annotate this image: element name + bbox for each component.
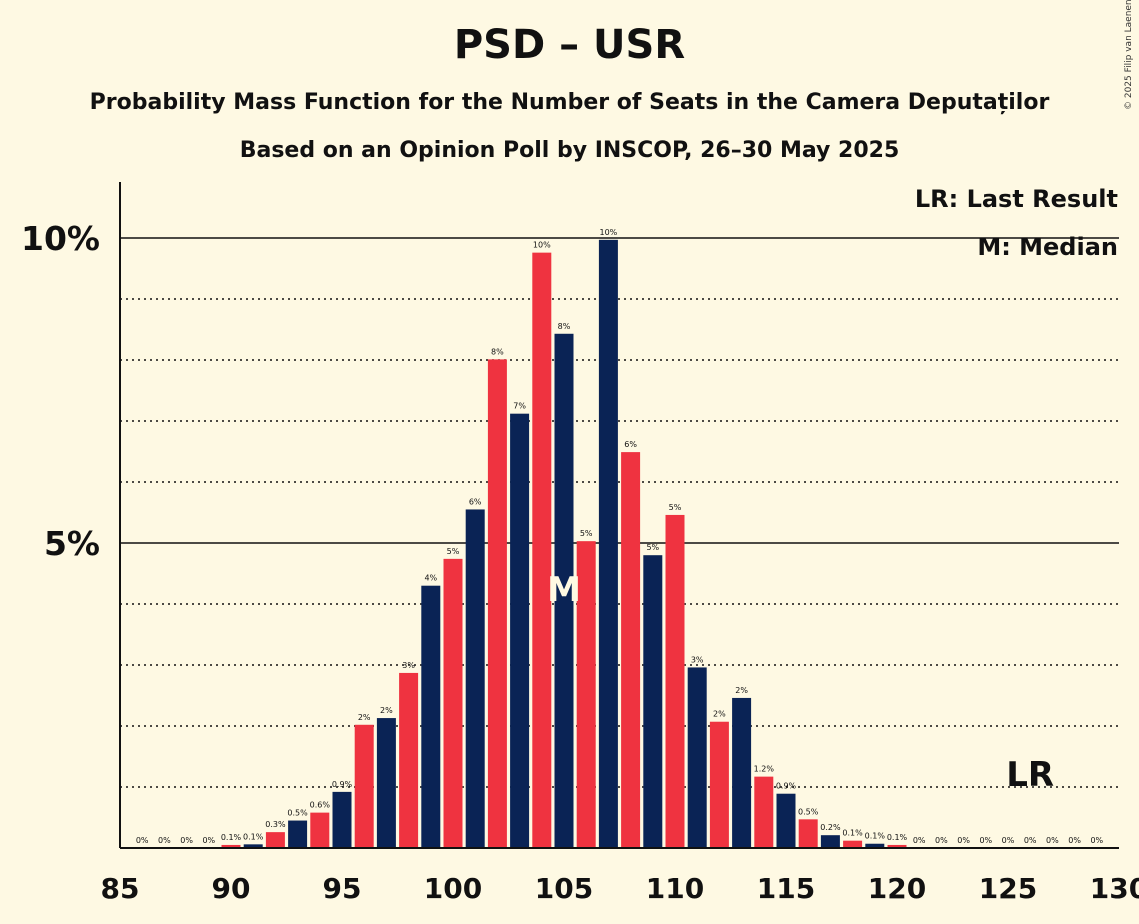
bar-label-109: 5% — [646, 543, 659, 552]
y-tick-label: 10% — [21, 219, 100, 258]
bar-119 — [865, 843, 885, 848]
x-tick-label: 130 — [1090, 872, 1139, 905]
bar-115 — [776, 793, 796, 848]
bar-label-127: 0% — [1046, 836, 1059, 845]
bar-94 — [310, 812, 330, 848]
bar-117 — [820, 835, 840, 848]
bar-90 — [221, 844, 241, 848]
bar-108 — [621, 452, 641, 848]
bar-label-119: 0.1% — [865, 832, 886, 841]
bar-112 — [709, 721, 729, 848]
bar-label-111: 3% — [691, 655, 704, 664]
bar-label-96: 2% — [358, 713, 371, 722]
bar-label-128: 0% — [1068, 836, 1081, 845]
x-tick-label: 115 — [757, 872, 815, 905]
bar-114 — [754, 776, 774, 848]
bar-120 — [887, 844, 907, 848]
x-tick-label: 110 — [646, 872, 704, 905]
bar-label-93: 0.5% — [287, 809, 308, 818]
bar-label-108: 6% — [624, 440, 637, 449]
bar-label-101: 6% — [469, 497, 482, 506]
bar-label-102: 8% — [491, 347, 504, 356]
chart-subtitle: Probability Mass Function for the Number… — [89, 90, 1050, 115]
bar-label-118: 0.1% — [842, 829, 863, 838]
bar-91 — [243, 844, 263, 848]
bar-label-123: 0% — [957, 836, 970, 845]
bar-label-129: 0% — [1090, 836, 1103, 845]
chart-title: PSD – USR — [453, 22, 686, 68]
last-result-marker: LR — [1006, 755, 1054, 795]
bar-label-117: 0.2% — [820, 823, 841, 832]
bar-label-88: 0% — [180, 836, 193, 845]
bar-label-124: 0% — [979, 836, 992, 845]
bar-label-97: 2% — [380, 706, 393, 715]
bar-label-113: 2% — [735, 686, 748, 695]
bar-116 — [798, 819, 818, 848]
bar-95 — [332, 791, 352, 848]
bar-99 — [421, 585, 441, 848]
bar-label-121: 0% — [913, 836, 926, 845]
x-tick-label: 125 — [979, 872, 1037, 905]
bar-113 — [732, 697, 752, 848]
bar-label-99: 4% — [424, 574, 437, 583]
x-tick-label: 100 — [424, 872, 482, 905]
bar-118 — [843, 840, 863, 848]
bar-109 — [643, 555, 663, 848]
bar-101 — [465, 509, 485, 848]
bar-102 — [487, 359, 507, 848]
bar-96 — [354, 724, 374, 848]
x-tick-label: 85 — [101, 872, 140, 905]
bar-label-125: 0% — [1002, 836, 1015, 845]
bar-label-87: 0% — [158, 836, 171, 845]
x-tick-label: 90 — [212, 872, 251, 905]
bar-100 — [443, 558, 463, 848]
bar-label-104: 10% — [533, 241, 551, 250]
bar-label-106: 5% — [580, 529, 593, 538]
bar-98 — [399, 672, 419, 848]
bar-111 — [687, 667, 707, 848]
bar-label-110: 5% — [669, 503, 682, 512]
x-tick-label: 95 — [323, 872, 362, 905]
bar-label-92: 0.3% — [265, 820, 286, 829]
bar-label-90: 0.1% — [221, 833, 242, 842]
bar-104 — [532, 252, 552, 848]
bar-label-120: 0.1% — [887, 833, 908, 842]
median-marker: M — [547, 570, 581, 610]
bar-label-122: 0% — [935, 836, 948, 845]
bar-label-103: 7% — [513, 402, 526, 411]
bar-label-100: 5% — [447, 547, 460, 556]
bar-97 — [376, 718, 396, 848]
legend-last-result: LR: Last Result — [914, 185, 1118, 213]
bar-106 — [576, 541, 596, 848]
bar-107 — [598, 239, 618, 848]
bar-label-98: 3% — [402, 661, 415, 670]
bar-label-112: 2% — [713, 710, 726, 719]
bar-103 — [510, 413, 530, 848]
bar-label-114: 1.2% — [754, 765, 775, 774]
bar-label-107: 10% — [600, 228, 618, 237]
bar-105 — [554, 333, 574, 848]
x-tick-label: 105 — [535, 872, 593, 905]
bar-label-86: 0% — [136, 836, 149, 845]
bar-label-89: 0% — [202, 836, 215, 845]
bar-110 — [665, 514, 685, 848]
bar-label-115: 0.9% — [776, 782, 797, 791]
bar-label-126: 0% — [1024, 836, 1037, 845]
bar-label-116: 0.5% — [798, 807, 819, 816]
bar-label-94: 0.6% — [310, 801, 331, 810]
bar-label-95: 0.9% — [332, 780, 353, 789]
bar-92 — [265, 832, 285, 848]
bar-93 — [288, 820, 308, 848]
x-tick-label: 120 — [868, 872, 926, 905]
y-tick-label: 5% — [44, 524, 100, 563]
chart-subtitle-poll: Based on an Opinion Poll by INSCOP, 26–3… — [239, 138, 900, 163]
bar-label-105: 8% — [558, 322, 571, 331]
bar-label-91: 0.1% — [243, 832, 264, 841]
